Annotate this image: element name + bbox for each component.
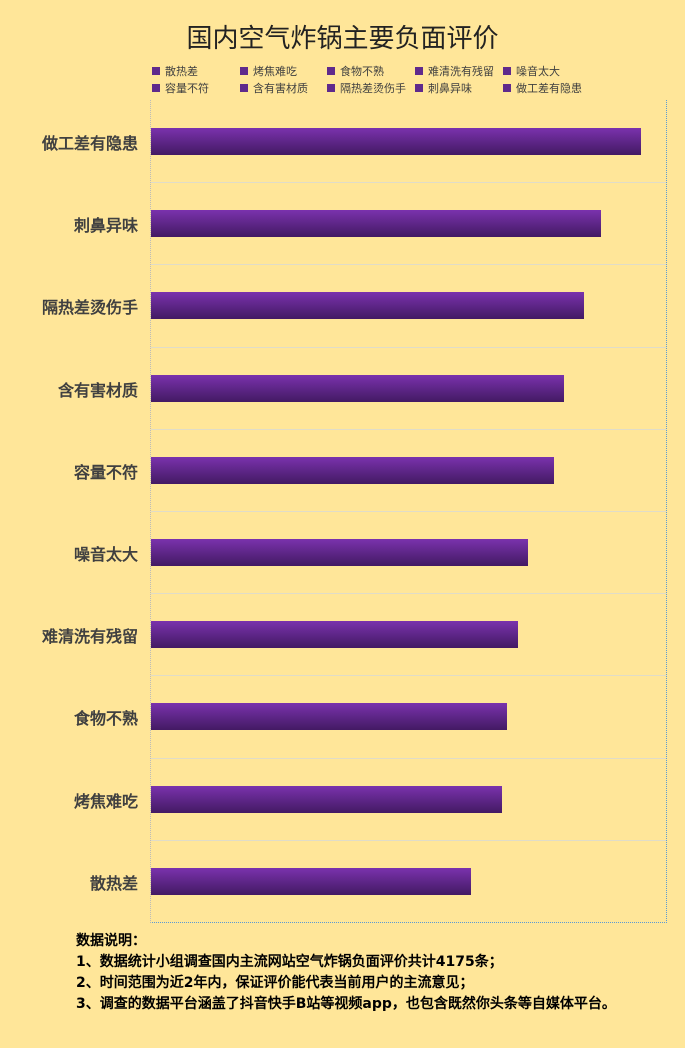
category-label: 噪音太大	[73, 545, 138, 564]
plot-area	[150, 100, 667, 923]
legend-item: 容量不符	[152, 80, 209, 96]
legend-swatch	[503, 67, 511, 75]
legend-label: 难清洗有残留	[428, 65, 494, 78]
bar-容量不符	[151, 457, 555, 484]
bar-食物不熟	[151, 703, 507, 730]
legend-swatch	[327, 84, 335, 92]
notes-line-3: 3、调查的数据平台涵盖了抖音快手B站等视频app，也包含既然你头条等自媒体平台。	[76, 996, 616, 1012]
category-label: 做工差有隐患	[41, 134, 138, 153]
bar-难清洗有残留	[151, 621, 519, 648]
legend-label: 隔热差烫伤手	[340, 82, 406, 95]
legend-item: 刺鼻异味	[415, 80, 472, 96]
legend-label: 噪音太大	[516, 65, 560, 78]
legend-item: 噪音太大	[503, 63, 560, 79]
category-label: 刺鼻异味	[73, 216, 138, 235]
legend-swatch	[240, 67, 248, 75]
bar-散热差	[151, 868, 471, 895]
legend-item: 做工差有隐患	[503, 80, 582, 96]
gridline	[151, 347, 666, 348]
legend-label: 食物不熟	[340, 65, 384, 78]
category-label: 含有害材质	[57, 381, 138, 400]
legend-label: 刺鼻异味	[428, 82, 472, 95]
bar-烤焦难吃	[151, 786, 502, 813]
notes-line-2: 2、时间范围为近2年内，保证评价能代表当前用户的主流意见；	[76, 975, 474, 991]
bar-噪音太大	[151, 539, 528, 566]
bar-做工差有隐患	[151, 128, 642, 155]
legend-item: 难清洗有残留	[415, 63, 494, 79]
legend-item: 散热差	[152, 63, 198, 79]
category-label: 容量不符	[73, 463, 138, 482]
gridline	[151, 593, 666, 594]
legend-item: 含有害材质	[240, 80, 308, 96]
bar-含有害材质	[151, 375, 564, 402]
category-label: 难清洗有残留	[41, 627, 138, 646]
gridline	[151, 511, 666, 512]
notes-heading: 数据说明：	[76, 933, 146, 949]
category-label: 食物不熟	[73, 709, 138, 728]
legend-item: 隔热差烫伤手	[327, 80, 406, 96]
gridline	[151, 840, 666, 841]
legend-swatch	[327, 67, 335, 75]
legend-label: 含有害材质	[253, 82, 308, 95]
legend-item: 烤焦难吃	[240, 63, 297, 79]
category-label: 散热差	[89, 874, 138, 893]
legend-swatch	[415, 67, 423, 75]
data-notes: 数据说明： 1、数据统计小组调查国内主流网站空气炸锅负面评价共计4175条； 2…	[76, 931, 616, 1015]
notes-line-1: 1、数据统计小组调查国内主流网站空气炸锅负面评价共计4175条；	[76, 954, 503, 970]
gridline	[151, 675, 666, 676]
bar-隔热差烫伤手	[151, 292, 585, 319]
legend-swatch	[152, 84, 160, 92]
legend-label: 容量不符	[165, 82, 209, 95]
chart-title: 国内空气炸锅主要负面评价	[186, 24, 499, 54]
legend-label: 烤焦难吃	[253, 65, 297, 78]
category-label: 烤焦难吃	[73, 792, 138, 811]
gridline	[151, 264, 666, 265]
category-label: 隔热差烫伤手	[41, 298, 138, 317]
legend-swatch	[503, 84, 511, 92]
legend-swatch	[415, 84, 423, 92]
legend-item: 食物不熟	[327, 63, 384, 79]
legend-swatch	[152, 67, 160, 75]
gridline	[151, 429, 666, 430]
legend-swatch	[240, 84, 248, 92]
legend-label: 做工差有隐患	[516, 82, 582, 95]
gridline	[151, 758, 666, 759]
gridline	[151, 182, 666, 183]
legend-label: 散热差	[165, 65, 198, 78]
bar-刺鼻异味	[151, 210, 601, 237]
